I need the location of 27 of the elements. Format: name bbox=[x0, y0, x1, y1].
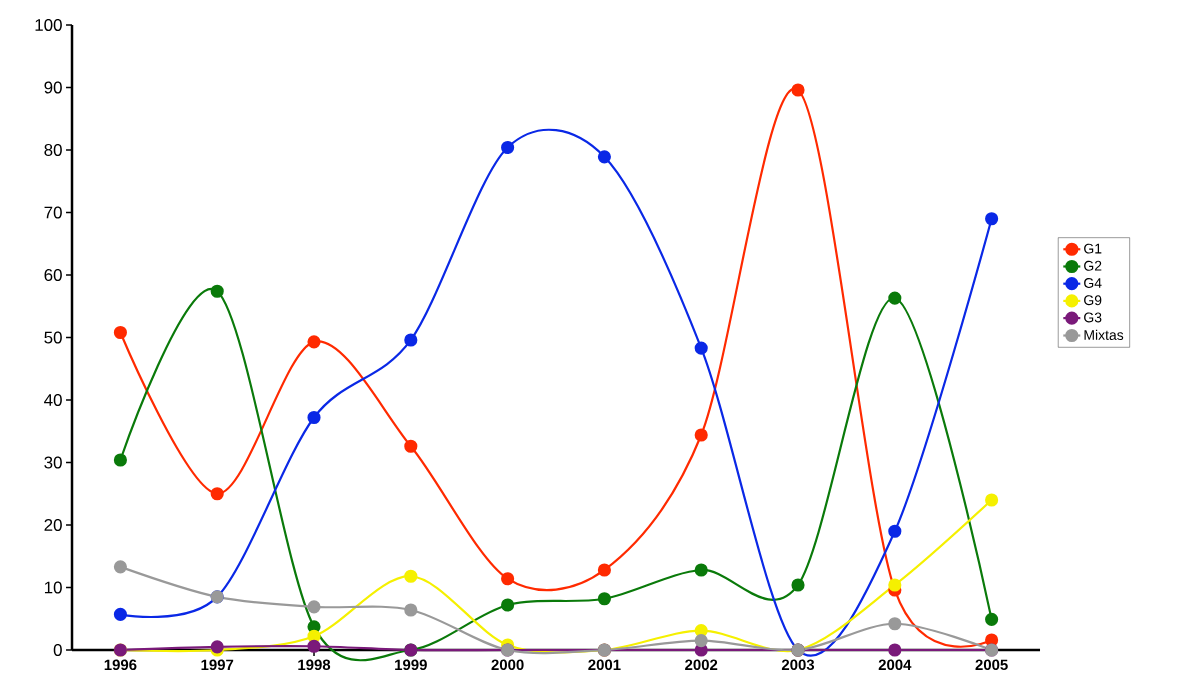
x-tick-label: 1997 bbox=[201, 659, 234, 671]
legend-label: G1 bbox=[1084, 243, 1102, 254]
legend-label: G9 bbox=[1084, 295, 1102, 306]
y-tick-label: 90 bbox=[44, 81, 62, 94]
y-tick-label: 20 bbox=[44, 518, 62, 531]
legend-label: G4 bbox=[1084, 278, 1102, 288]
y-tick-label: 70 bbox=[44, 206, 62, 219]
y-tick-label: 80 bbox=[44, 143, 62, 156]
x-tick-label: 2005 bbox=[975, 659, 1008, 671]
x-tick-label: 2002 bbox=[685, 659, 718, 671]
x-tick-label: 2001 bbox=[588, 659, 621, 671]
x-tick-label: 1999 bbox=[395, 659, 427, 671]
legend-label: G2 bbox=[1084, 260, 1102, 271]
x-tick-label: 1996 bbox=[104, 659, 137, 671]
y-tick-label: 50 bbox=[44, 331, 62, 344]
legend-label: G3 bbox=[1084, 312, 1102, 323]
y-tick-label: 100 bbox=[35, 18, 62, 31]
x-tick-label: 2000 bbox=[491, 659, 524, 671]
x-tick-label: 1998 bbox=[298, 659, 331, 671]
y-tick-label: 0 bbox=[53, 643, 62, 656]
y-tick-label: 10 bbox=[44, 581, 62, 594]
x-tick-label: 2003 bbox=[781, 659, 815, 671]
y-tick-label: 40 bbox=[44, 393, 62, 406]
x-tick-label: 2004 bbox=[878, 659, 912, 671]
legend-label: Mixtas bbox=[1084, 329, 1124, 340]
y-tick-label: 60 bbox=[44, 268, 62, 281]
y-tick-label: 30 bbox=[44, 456, 62, 469]
